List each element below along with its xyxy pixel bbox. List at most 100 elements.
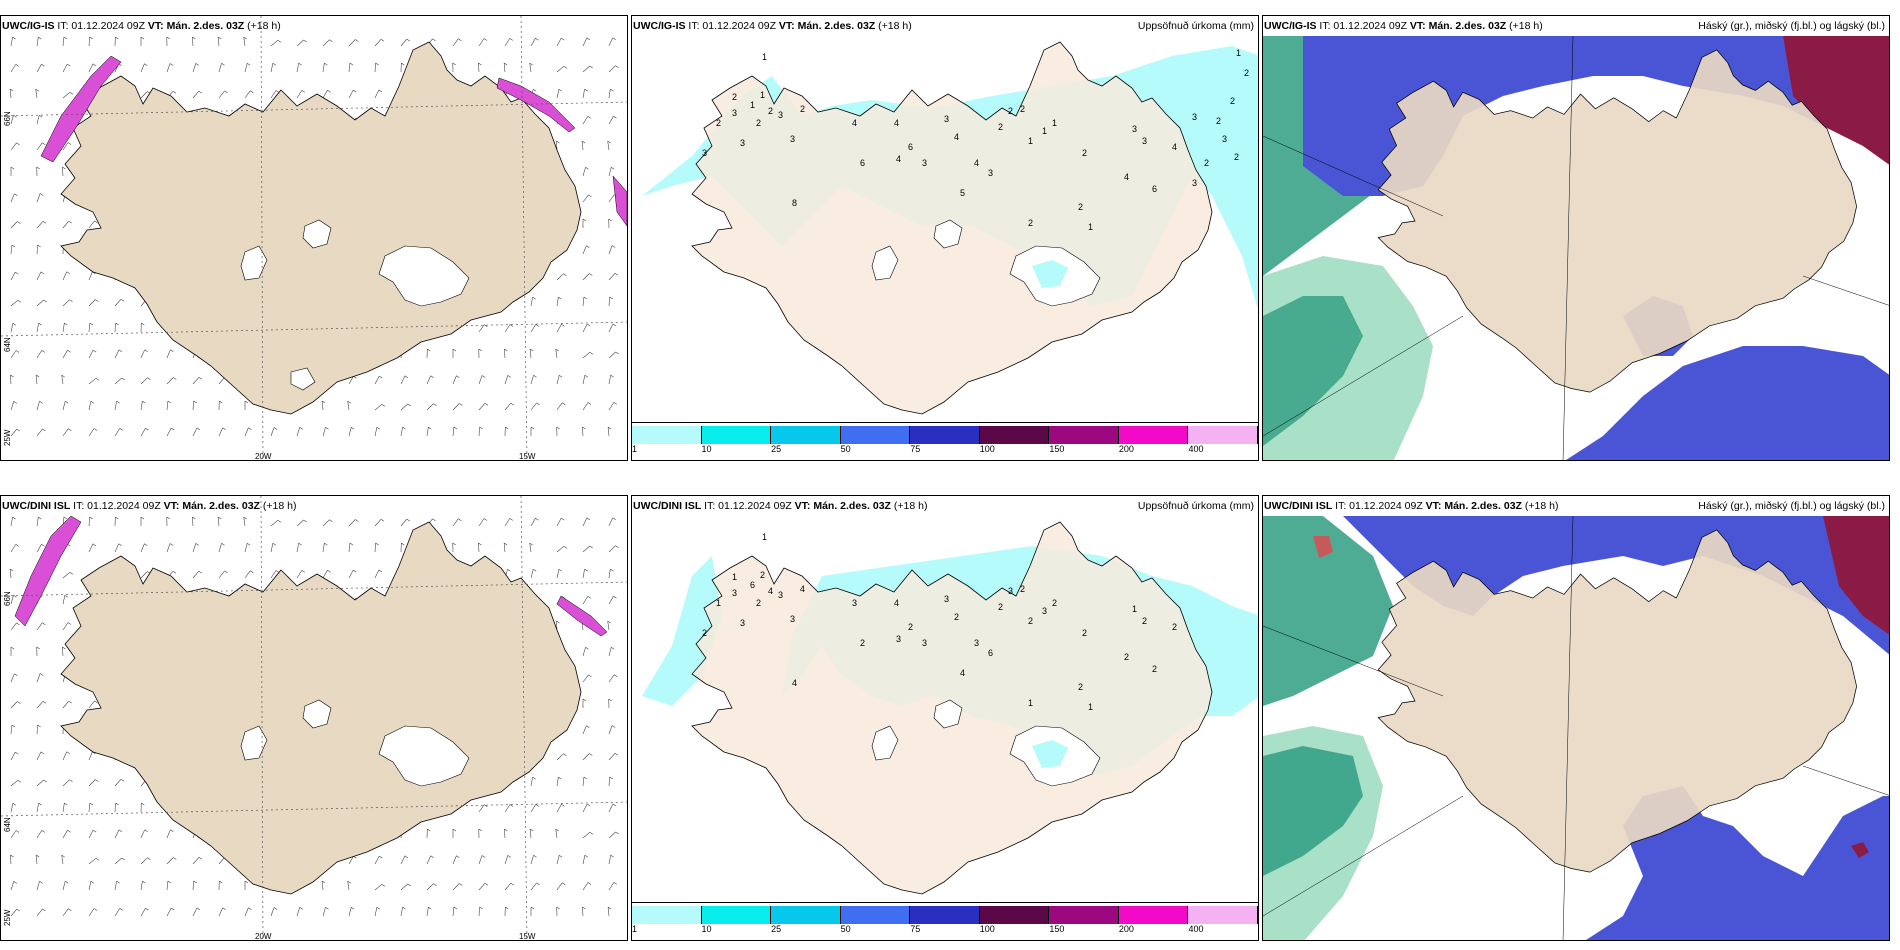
precip-value-label: 2: [716, 118, 721, 128]
iceland-land: [1377, 49, 1857, 393]
wind-barb: [10, 193, 15, 203]
wind-barb-flag: [582, 426, 586, 430]
wind-barb: [270, 90, 277, 99]
panel-title: UWC/IG-IS IT: 01.12.2024 09Z VT: Mán. 2.…: [1264, 20, 1543, 32]
wind-barb: [608, 831, 616, 839]
wind-barb: [36, 142, 43, 151]
precip-colorbar: 1 10 25 50 75 100 150 200 400: [632, 422, 1258, 460]
wind-barb-flag: [121, 377, 125, 381]
wind-barb: [582, 375, 586, 385]
precip-value-label: 1: [716, 598, 721, 608]
wind-barb: [478, 324, 485, 333]
wind-barb-flag: [119, 908, 123, 911]
colorbar-tick: 200: [1118, 924, 1134, 934]
wind-barb: [192, 90, 200, 99]
wind-barb: [88, 829, 94, 839]
wind-barb: [192, 857, 200, 865]
wind-barb: [504, 804, 511, 813]
precip-value-label: 5: [960, 188, 965, 198]
wind-barb-flag: [452, 62, 456, 66]
wind-barb: [608, 725, 613, 735]
wind-barb-flag: [63, 36, 68, 40]
wind-barb-flag: [65, 401, 69, 404]
wind-barb: [400, 427, 403, 437]
wind-barb-flag: [89, 36, 93, 40]
lon-label-20w: 20W: [255, 452, 272, 461]
wind-barb: [556, 620, 558, 631]
wind-barb-flag: [42, 908, 46, 912]
wind-barb-flag: [95, 377, 100, 381]
precip-value-label: 3: [1222, 134, 1227, 144]
wind-barb-flag: [378, 569, 383, 573]
wind-barb: [10, 299, 19, 307]
colorbar-segment: [632, 906, 702, 924]
precip-value-label: 2: [1028, 218, 1033, 228]
wind-barb: [36, 323, 39, 333]
wind-barb: [374, 907, 378, 917]
wind-barb-flag: [94, 700, 98, 704]
colorbar-tick: 200: [1118, 444, 1134, 454]
precip-value-label: 2: [1172, 622, 1177, 632]
wind-barb-flag: [147, 857, 151, 860]
wind-barb: [36, 517, 39, 527]
wind-barb-flag: [69, 571, 74, 575]
colorbar-tick: 25: [771, 444, 782, 454]
wind-barb-flag: [583, 776, 588, 780]
panel-right-title: Háský (gr.), miðský (fj.bl.) og lágský (…: [1698, 20, 1885, 32]
wind-barb: [529, 543, 532, 553]
wind-barb-flag: [147, 377, 151, 380]
wind-barb-flag: [39, 401, 43, 404]
wind-barb-flag: [535, 37, 539, 41]
wind-barb: [556, 545, 565, 553]
wind-barb-flag: [40, 271, 45, 275]
wind-barb: [582, 725, 587, 735]
wind-barb: [192, 516, 194, 527]
precip-value-label: 6: [860, 158, 865, 168]
wind-barb: [270, 519, 279, 527]
wind-barb: [218, 427, 223, 437]
wind-barb: [88, 516, 90, 527]
wind-barb: [217, 516, 220, 527]
wind-barb-flag: [171, 427, 175, 431]
wind-barb-flag: [41, 830, 45, 833]
wind-barb: [503, 542, 506, 553]
lon-label-25w: 25W: [3, 909, 12, 926]
wind-barb: [192, 880, 194, 891]
wind-barb-flag: [505, 906, 509, 910]
wind-barb-flag: [35, 374, 40, 378]
wind-barb: [608, 273, 616, 281]
colorbar-segment: [1188, 426, 1258, 444]
precip-value-label: 4: [1172, 142, 1177, 152]
precip-panel-bottom: UWC/DINI ISL IT: 01.12.2024 09Z VT: Mán.…: [631, 495, 1259, 941]
wind-barb: [88, 543, 94, 553]
wind-barb: [62, 622, 69, 631]
wind-barb: [62, 881, 66, 891]
wind-barb-flag: [16, 622, 20, 626]
wind-barb-flag: [69, 299, 73, 302]
wind-barb: [62, 142, 69, 151]
wind-barb: [36, 544, 42, 553]
wind-barb-flag: [36, 166, 40, 170]
wind-barb-flag: [587, 402, 592, 405]
wind-barb: [114, 802, 116, 813]
wind-barb: [10, 142, 17, 151]
wind-barb: [530, 297, 533, 307]
wind-barb-flag: [458, 518, 462, 521]
wind-barb-flag: [16, 908, 20, 912]
wind-barb: [36, 673, 41, 683]
wind-barb: [530, 804, 537, 813]
wind-barb-flag: [404, 375, 409, 379]
wind-barb: [166, 880, 169, 891]
wind-barb: [348, 542, 351, 553]
wind-barb-flag: [588, 194, 592, 198]
wind-barb-flag: [584, 854, 589, 858]
panel-title: UWC/DINI ISL IT: 01.12.2024 09Z VT: Mán.…: [2, 500, 297, 512]
wind-barb-flag: [195, 63, 199, 66]
wind-barb-flag: [379, 855, 383, 859]
wind-barb-flag: [244, 400, 249, 404]
precip-value-label: 2: [998, 122, 1003, 132]
lat-label-64n: 64N: [3, 817, 12, 832]
wind-barb: [608, 402, 615, 411]
wind-barb-flag: [222, 427, 226, 431]
wind-barb: [608, 65, 616, 73]
